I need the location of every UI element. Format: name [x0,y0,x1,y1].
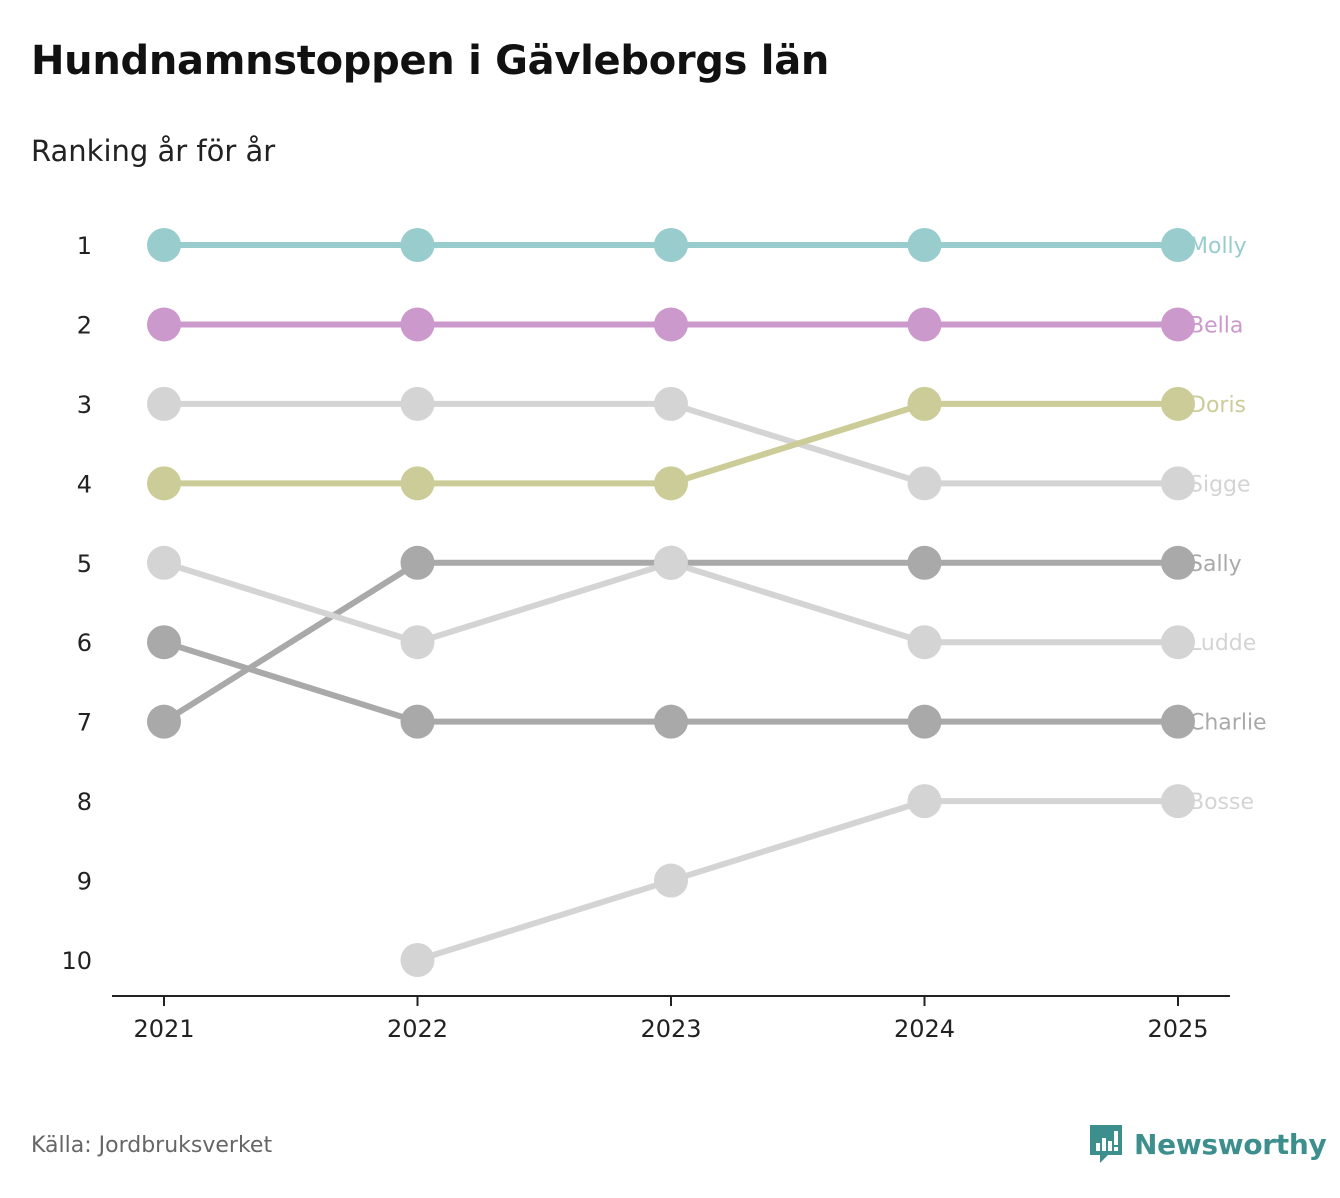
data-point-sigge [1161,466,1195,501]
x-axis: 2021 2022 2023 2024 2025 [112,995,1230,1043]
newsworthy-logo-icon [1090,1125,1122,1163]
series-label-bosse: Bosse [1189,790,1254,815]
data-point-molly [654,228,688,262]
series-label-molly: Molly [1189,234,1247,259]
data-point-molly [907,228,942,262]
data-point-ludde [400,625,435,660]
y-tick-label: 9 [77,868,92,896]
data-point-molly [400,228,435,262]
x-tick-label: 2022 [387,1015,448,1043]
data-point-bella [400,307,435,342]
series-label-charlie: Charlie [1189,711,1267,736]
x-tick-label: 2024 [894,1015,955,1043]
data-point-sally [907,545,942,580]
data-point-doris [147,466,181,501]
data-point-ludde [1161,625,1195,660]
series-labels: Charlie Sally Bosse Ludde Sigge Doris Bella Mol… [1189,234,1267,815]
data-point-sally [147,704,181,739]
series-line-bosse [414,798,1181,963]
y-tick-label: 3 [77,391,92,419]
y-tick-label: 8 [77,788,92,816]
y-tick-label: 7 [77,709,92,737]
data-point-sigge [400,386,435,421]
series-label-bella: Bella [1189,313,1243,338]
data-point-sigge [147,386,181,421]
y-axis-ticks: 1 2 3 4 5 6 7 8 9 10 [61,232,92,975]
data-point-ludde [654,545,688,580]
data-point-ludde [147,545,181,580]
y-tick-label: 2 [77,311,92,339]
source-note: Källa: Jordbruksverket [31,1133,273,1158]
data-point-doris [907,386,942,421]
data-point-sigge [907,466,942,501]
data-point-doris [654,466,688,501]
x-tick-label: 2023 [640,1015,701,1043]
y-tick-label: 1 [77,232,92,260]
data-point-bosse [400,943,435,977]
series-label-ludde: Ludde [1189,631,1256,656]
data-point-ludde [907,625,942,660]
data-point-molly [1161,228,1195,262]
series-label-doris: Doris [1189,393,1246,418]
data-point-charlie [907,704,942,739]
data-point-bosse [907,784,942,819]
brand-name: Newsworthy [1134,1127,1327,1161]
data-point-bella [1161,307,1195,342]
data-point-bosse [1161,784,1195,819]
brand-logo: Newsworthy [1088,1123,1327,1165]
x-tick-label: 2021 [133,1015,194,1043]
data-point-bosse [654,863,688,898]
series-label-sally: Sally [1189,552,1242,577]
y-tick-label: 5 [77,550,92,578]
data-point-bella [147,307,181,342]
data-point-sally [400,545,435,580]
data-point-bella [654,307,688,342]
data-point-sigge [654,386,688,421]
series-points [147,228,1195,977]
data-point-charlie [147,625,181,660]
data-point-bella [907,307,942,342]
x-tick-label: 2025 [1147,1015,1208,1043]
y-tick-label: 4 [77,470,92,498]
y-tick-label: 6 [77,629,92,657]
data-point-charlie [1161,704,1195,739]
data-point-molly [147,228,181,262]
chart-subtitle: Ranking år för år [31,134,276,168]
page-title: Hundnamnstoppen i Gävleborgs län [31,38,830,84]
series-label-sigge: Sigge [1189,472,1251,497]
data-point-doris [400,466,435,501]
data-point-sally [1161,545,1195,580]
data-point-charlie [400,704,435,739]
data-point-doris [1161,386,1195,421]
series-lines [161,242,1181,963]
y-tick-label: 10 [61,947,92,975]
data-point-charlie [654,704,688,739]
